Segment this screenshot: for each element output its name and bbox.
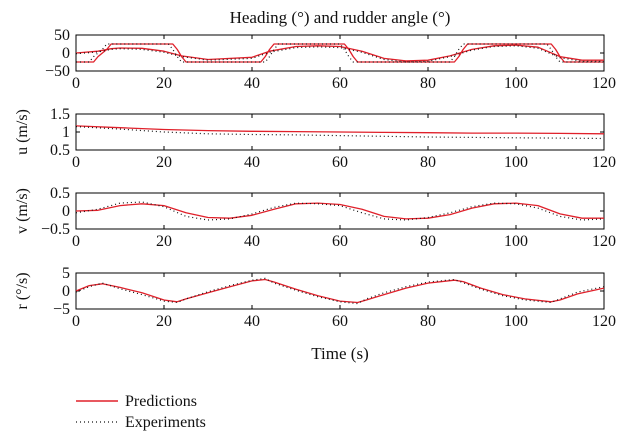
legend-label: Predictions [125,393,197,410]
x-tick-label: 20 [156,233,172,250]
x-tick-label: 40 [244,233,260,250]
x-tick-label: 80 [420,233,436,250]
y-tick-label: 1 [62,124,70,141]
predictions-series-line [75,202,604,220]
y-tick-label: 0.5 [50,185,70,202]
x-tick-label: 120 [592,313,616,330]
y-tick-label: 0 [62,45,70,62]
plot-frame [75,272,605,310]
x-tick-label: 20 [156,75,172,92]
x-tick-label: 60 [332,313,348,330]
y-tick-label: 50 [54,27,70,44]
chart-panel-2: 0 20 40 60 80 100 120 0.511.5 u (m/s) [14,106,616,171]
x-tick-label: 60 [332,75,348,92]
chart-panel-3: 0 20 40 60 80 100 120−0.500.5v (m/s) [14,185,616,250]
x-tick-label: 100 [504,313,528,330]
predictions-series-line [75,125,605,135]
x-tick-label: 0 [72,233,80,250]
plot-frame [75,34,605,72]
x-tick-label: 20 [156,313,172,330]
x-axis-label: Time (s) [311,344,368,363]
x-tick-label: 100 [504,233,528,250]
predictions-series-line [75,278,605,304]
x-tick-label: 80 [420,75,436,92]
x-tick-label: 40 [244,154,260,171]
y-tick-label: −50 [45,63,70,80]
experiments-series-line [75,277,605,305]
x-tick-label: 120 [592,75,616,92]
x-tick-label: 60 [332,154,348,171]
y-tick-label: −5 [53,301,70,318]
x-tick-label: 40 [244,313,260,330]
legend-label: Experiments [125,414,206,431]
legend: Predictions Experiments [76,393,206,431]
x-tick-label: 60 [332,233,348,250]
x-tick-label: 0 [72,154,80,171]
chart-title: Heading (°) and rudder angle (°) [230,8,451,27]
x-tick-label: 40 [244,75,260,92]
plot-frame [75,192,605,230]
predictions-series-line [75,44,604,62]
y-tick-label: 1.5 [50,106,70,123]
experiments-series-line [75,45,604,63]
x-tick-label: 80 [420,313,436,330]
x-tick-label: 80 [420,154,436,171]
experiments-series-line [75,126,605,140]
x-tick-label: 20 [156,154,172,171]
x-tick-label: 100 [504,154,528,171]
x-tick-label: 120 [592,233,616,250]
x-tick-label: 100 [504,75,528,92]
x-tick-label: 0 [72,313,80,330]
y-tick-label: 0.5 [50,142,70,159]
x-tick-label: 0 [72,75,80,92]
y-axis-label: r (°/s) [14,272,31,309]
x-tick-label: 120 [592,154,616,171]
y-tick-label: 5 [62,265,70,282]
y-tick-label: 0 [62,283,70,300]
y-axis-label: u (m/s) [14,109,31,155]
experiments-series-line [76,43,604,63]
y-axis-label: v (m/s) [14,188,31,234]
y-tick-label: 0 [62,203,70,220]
y-tick-label: −0.5 [41,221,70,238]
